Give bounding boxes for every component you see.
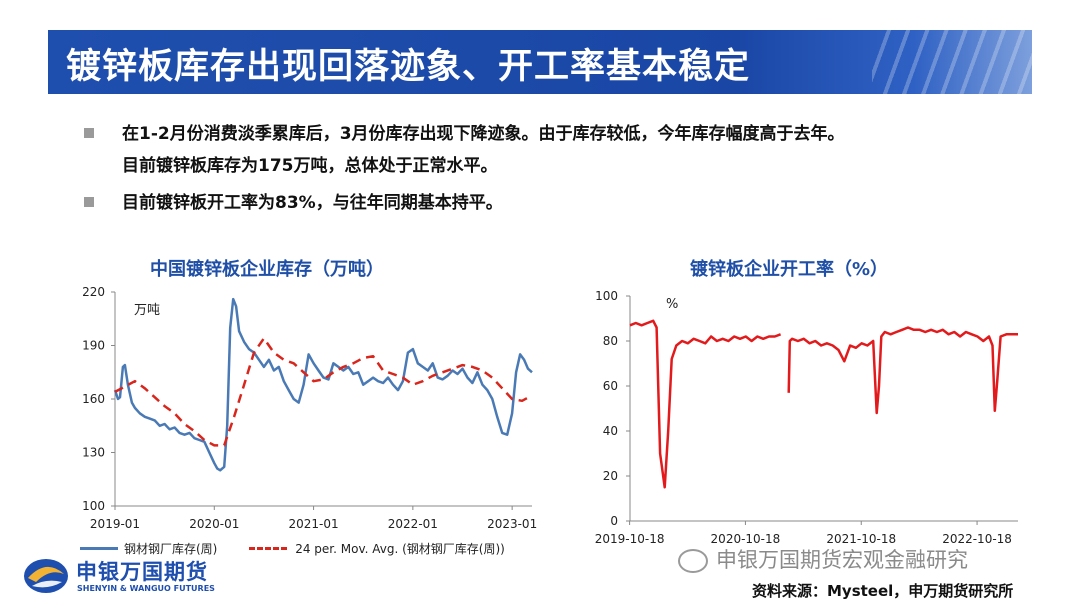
y-tick-label: 40 xyxy=(603,424,618,438)
x-tick-label: 2019-01 xyxy=(90,517,140,531)
bullet-list: 在1-2月份消费淡季累库后，3月份库存出现下降迹象。由于库存较低，今年库存幅度高… xyxy=(80,118,1040,224)
inventory-legend: 钢材钢厂库存(周) 24 per. Mov. Avg. (钢材钢厂库存(周)) xyxy=(80,540,505,557)
wechat-icon xyxy=(678,549,708,573)
bullet-item: 目前镀锌板开工率为83%，与往年同期基本持平。 xyxy=(80,187,1040,219)
bullet-text: 目前镀锌板开工率为83%，与往年同期基本持平。 xyxy=(122,193,503,213)
legend-label-moving-avg: 24 per. Mov. Avg. (钢材钢厂库存(周)) xyxy=(295,542,505,556)
inventory-chart: 100 130 160 190 220 2019-01 2020-01 2021-01 2022… xyxy=(82,285,537,531)
y-tick-label: 190 xyxy=(82,339,105,353)
x-tick-label: 2021-01 xyxy=(289,517,339,531)
x-tick-label: 2020-10-18 xyxy=(711,532,781,544)
y-tick-label: 0 xyxy=(610,514,618,528)
source-note: 资料来源：Mysteel，申万期货研究所 xyxy=(752,582,1014,600)
y-tick-label: 130 xyxy=(82,446,105,460)
unit-label: 万吨 xyxy=(134,303,160,318)
run-rate-line xyxy=(787,326,1018,415)
y-tick-label: 220 xyxy=(82,285,105,299)
legend-label-inventory: 钢材钢厂库存(周) xyxy=(124,542,218,556)
page-title: 镀锌板库存出现回落迹象、开工率基本稳定 xyxy=(66,47,751,87)
x-tick-label: 2020-01 xyxy=(189,517,239,531)
logo-mark-icon xyxy=(24,559,68,593)
bullet-text: 在1-2月份消费淡季累库后，3月份库存出现下降迹象。由于库存较低，今年库存幅度高… xyxy=(122,124,845,144)
x-tick-label: 2022-10-18 xyxy=(942,532,1012,544)
bullet-item: 在1-2月份消费淡季累库后，3月份库存出现下降迹象。由于库存较低，今年库存幅度高… xyxy=(80,118,1040,182)
moving-average-line xyxy=(114,337,533,447)
inventory-chart-title: 中国镀锌板企业库存（万吨） xyxy=(150,259,384,280)
y-tick-label: 160 xyxy=(82,392,105,406)
bullet-text-continued: 目前镀锌板库存为175万吨，总体处于正常水平。 xyxy=(122,156,498,176)
y-tick-label: 20 xyxy=(603,469,618,483)
x-tick-label: 2019-10-18 xyxy=(595,532,665,544)
legend-dashed-swatch xyxy=(249,547,288,550)
title-bar: 镀锌板库存出现回落迹象、开工率基本稳定 xyxy=(48,30,1032,94)
x-tick-label: 2021-10-18 xyxy=(826,532,896,544)
title-decoration xyxy=(872,30,1032,94)
inventory-line xyxy=(113,297,533,472)
company-logo: 申银万国期货 SHENYIN & WANGUO FUTURES xyxy=(22,554,242,600)
watermark-text: 申银万国期货宏观金融研究 xyxy=(716,548,968,572)
unit-label: % xyxy=(666,297,678,312)
bullet-square-icon xyxy=(84,128,94,138)
bullet-square-icon xyxy=(84,197,94,207)
y-tick-label: 100 xyxy=(82,499,105,513)
y-tick-label: 80 xyxy=(603,334,618,348)
run-rate-chart-title: 镀锌板企业开工率（%） xyxy=(690,259,889,280)
run-rate-chart: 0 20 40 60 80 100 2019-10-18 2020-10-18 2021-10-… xyxy=(595,289,1018,544)
run-rate-line xyxy=(629,319,782,489)
x-tick-label: 2023-01 xyxy=(487,517,537,531)
y-tick-label: 100 xyxy=(595,289,618,303)
logo-english-name: SHENYIN & WANGUO FUTURES xyxy=(77,584,215,593)
wechat-watermark: 申银万国期货宏观金融研究 xyxy=(678,544,968,574)
y-tick-label: 60 xyxy=(603,379,618,393)
legend-solid-swatch xyxy=(80,547,118,550)
x-tick-label: 2022-01 xyxy=(388,517,438,531)
logo-name: 申银万国期货 xyxy=(76,560,208,584)
